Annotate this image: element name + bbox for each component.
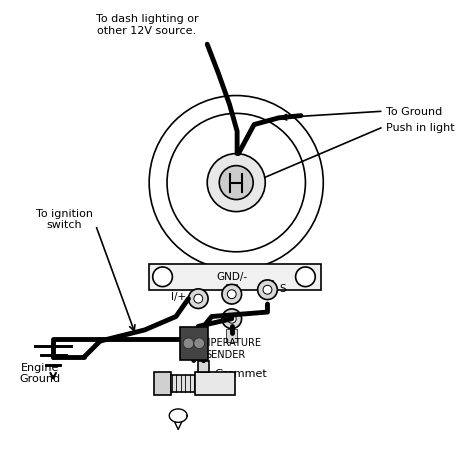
Bar [154, 372, 171, 395]
Text: GND/-: GND/- [216, 271, 247, 281]
Circle shape [222, 285, 242, 304]
Circle shape [207, 154, 265, 212]
Text: S: S [280, 283, 286, 293]
Text: Engine
Ground: Engine Ground [19, 362, 60, 383]
Bar [227, 329, 237, 342]
Circle shape [258, 280, 277, 300]
Circle shape [228, 315, 236, 323]
Text: TEMPERATURE
SENDER: TEMPERATURE SENDER [190, 338, 261, 359]
Circle shape [194, 338, 204, 349]
Bar [227, 285, 237, 290]
Circle shape [219, 166, 253, 200]
Polygon shape [169, 409, 187, 423]
Bar [180, 327, 208, 360]
Bar [193, 289, 204, 290]
Bar [149, 264, 321, 290]
Circle shape [194, 295, 203, 304]
Circle shape [263, 285, 272, 295]
Text: I/+: I/+ [171, 292, 186, 302]
Text: Grommet: Grommet [214, 368, 267, 378]
Text: To ignition
switch: To ignition switch [36, 208, 93, 230]
Bar [262, 280, 273, 290]
Circle shape [222, 309, 242, 329]
Circle shape [228, 290, 236, 299]
Circle shape [183, 338, 194, 349]
Text: Push in light: Push in light [386, 123, 455, 133]
Bar [198, 361, 210, 372]
Text: To Ground: To Ground [386, 107, 442, 117]
Circle shape [153, 267, 173, 287]
Polygon shape [174, 422, 182, 429]
Bar [195, 372, 235, 395]
Circle shape [296, 267, 315, 287]
Bar [171, 376, 195, 391]
Circle shape [189, 289, 208, 309]
Text: To dash lighting or
other 12V source.: To dash lighting or other 12V source. [96, 14, 198, 36]
